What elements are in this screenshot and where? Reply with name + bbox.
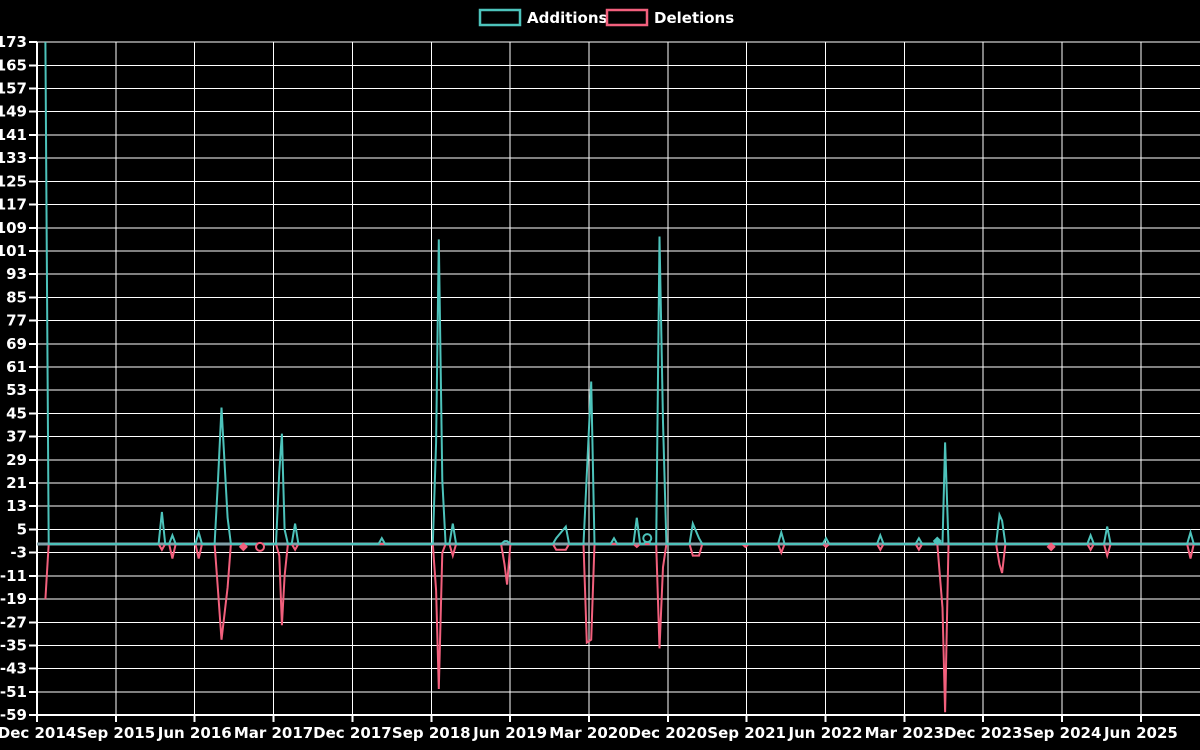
x-tick-label: Sep 2018 xyxy=(392,724,471,742)
y-tick-label: 45 xyxy=(6,404,27,422)
x-tick-label: Jun 2016 xyxy=(157,724,232,742)
y-tick-label: 93 xyxy=(6,265,27,283)
y-tick-label: 69 xyxy=(6,335,27,353)
y-tick-label: 85 xyxy=(6,288,27,306)
x-tick-label: Sep 2021 xyxy=(707,724,786,742)
diamond-marker xyxy=(1046,542,1056,552)
x-tick-label: Jun 2025 xyxy=(1103,724,1178,742)
y-tick-label: 157 xyxy=(0,80,27,98)
y-tick-label: 141 xyxy=(0,126,27,144)
y-tick-label: 117 xyxy=(0,196,27,214)
y-tick-label: -43 xyxy=(0,660,27,678)
y-tick-label: 61 xyxy=(6,358,27,376)
y-tick-label: -51 xyxy=(0,683,27,701)
legend: Additions Deletions xyxy=(478,8,734,27)
y-tick-label: 29 xyxy=(6,451,27,469)
y-tick-label: 101 xyxy=(0,242,27,260)
x-tick-label: Mar 2017 xyxy=(234,724,313,742)
y-tick-label: -35 xyxy=(0,636,27,654)
gridlines xyxy=(29,41,1200,723)
x-tick-label: Jun 2022 xyxy=(788,724,863,742)
y-tick-label: 13 xyxy=(6,497,27,515)
point-markers xyxy=(238,533,1056,552)
y-tick-label: 173 xyxy=(0,33,27,51)
legend-label-additions: Additions xyxy=(527,9,608,27)
y-tick-label: 21 xyxy=(6,474,27,492)
y-tick-label: -59 xyxy=(0,706,27,724)
x-axis-labels: Dec 2014 Sep 2015 Jun 2016 Mar 2017 Dec 2017… xyxy=(0,724,1178,742)
legend-label-deletions: Deletions xyxy=(654,9,734,27)
x-tick-label: Dec 2014 xyxy=(0,724,76,742)
y-tick-label: 149 xyxy=(0,103,27,121)
y-tick-label: 125 xyxy=(0,172,27,190)
y-tick-label: -19 xyxy=(0,590,27,608)
y-tick-label: -11 xyxy=(0,567,27,585)
y-tick-label: 5 xyxy=(17,520,27,538)
additions-line xyxy=(44,42,1200,546)
y-tick-label: -3 xyxy=(10,544,27,562)
y-axis-labels: 173 165 157 149 141 133 125 117 109 101 93 85 77 69 61… xyxy=(0,33,27,724)
y-tick-label: 165 xyxy=(0,56,27,74)
ring-marker xyxy=(642,533,653,544)
x-tick-label: Jun 2019 xyxy=(472,724,547,742)
y-tick-label: -27 xyxy=(0,613,27,631)
diamond-marker xyxy=(932,536,942,546)
x-tick-label: Sep 2015 xyxy=(77,724,156,742)
x-tick-label: Mar 2020 xyxy=(549,724,628,742)
y-tick-label: 53 xyxy=(6,381,27,399)
y-tick-label: 133 xyxy=(0,149,27,167)
y-tick-label: 109 xyxy=(0,219,27,237)
y-tick-label: 37 xyxy=(6,428,27,446)
x-tick-label: Sep 2024 xyxy=(1023,724,1102,742)
legend-swatch-deletions xyxy=(605,8,649,27)
legend-swatch-additions xyxy=(478,8,522,27)
y-tick-label: 77 xyxy=(6,312,27,330)
ring-marker xyxy=(255,541,266,552)
x-tick-label: Dec 2020 xyxy=(629,724,708,742)
x-tick-label: Mar 2023 xyxy=(865,724,944,742)
x-tick-label: Dec 2023 xyxy=(944,724,1023,742)
x-tick-label: Dec 2017 xyxy=(313,724,392,742)
